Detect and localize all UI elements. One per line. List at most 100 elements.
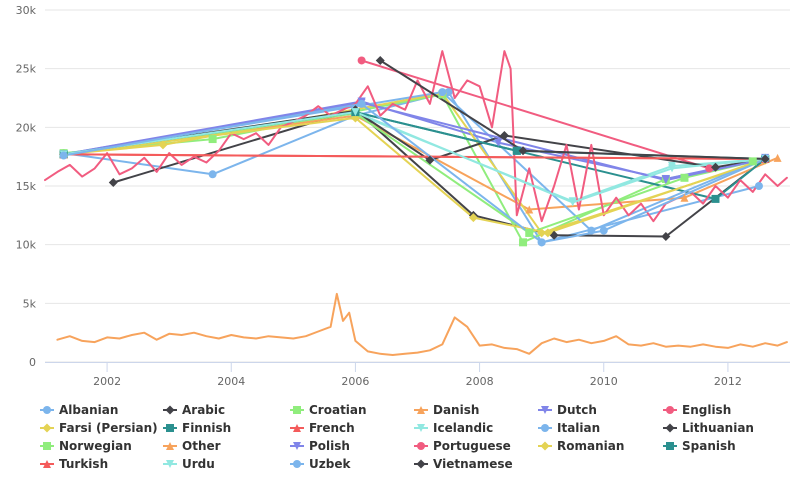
legend-item-dutch[interactable]: Dutch [538,403,597,417]
legend-item-farsi-persian[interactable]: Farsi (Persian) [40,421,158,435]
legend-item-french[interactable]: French [290,421,355,435]
data-point-uzbek[interactable] [537,238,546,247]
legend-item-romanian[interactable]: Romanian [538,439,624,453]
data-point-lithuanian[interactable] [499,131,509,141]
x-tick-label: 2006 [341,375,369,388]
y-tick-label: 30k [16,4,37,17]
data-point-albanian[interactable] [208,170,217,179]
legend-swatch-marker [417,442,425,450]
legend-item-spanish[interactable]: Spanish [663,439,736,453]
legend-item-norwegian[interactable]: Norwegian [40,439,132,453]
x-tick-label: 2002 [93,375,121,388]
y-tick-label: 0 [29,356,36,369]
data-point-danish[interactable] [680,193,689,202]
data-point-arabic[interactable] [661,231,671,241]
legend-swatch-marker [541,406,549,414]
series-line-albanian[interactable] [62,91,760,244]
legend-item-danish[interactable]: Danish [414,403,479,417]
legend-swatch-marker [541,424,549,432]
data-point-norwegian[interactable] [680,173,689,182]
legend: Albanian Arabic Croatian Danish Dutch English… [40,403,754,471]
series-line-other[interactable] [56,292,788,356]
data-point-danish[interactable] [773,153,782,162]
data-point-croatian[interactable] [208,135,217,144]
legend-item-vietnamese[interactable]: Vietnamese [414,457,513,471]
legend-swatch-marker [416,459,426,469]
legend-label: French [309,421,355,435]
legend-item-polish[interactable]: Polish [290,439,350,453]
data-point-italian[interactable] [587,226,596,235]
series-line-turkish[interactable] [62,153,767,160]
legend-label: Polish [309,439,350,453]
axes: 0 5k 10k 15k 20k 25k 30k 2002 2004 2006 2008 2010 20… [16,4,790,388]
legend-label: Albanian [59,403,118,417]
data-point-albanian[interactable] [754,182,763,190]
legend-label: Dutch [557,403,597,417]
legend-item-croatian[interactable]: Croatian [290,403,367,417]
data-point-croatian[interactable] [748,157,757,166]
x-tick-label: 2008 [466,375,494,388]
legend-label: Romanian [557,439,624,453]
legend-item-urdu[interactable]: Urdu [163,457,215,471]
data-point-vietnamese[interactable] [518,146,528,156]
data-point-urdu[interactable] [351,108,360,117]
legend-label: Finnish [182,421,231,435]
legend-label: English [682,403,731,417]
data-point-albanian[interactable] [444,88,453,97]
series-line-english[interactable] [360,59,711,170]
data-point-romanian[interactable] [350,113,360,123]
x-tick-label: 2010 [590,375,618,388]
legend-item-icelandic[interactable]: Icelandic [414,421,493,435]
series-line-vietnamese[interactable] [379,59,767,160]
legend-item-arabic[interactable]: Arabic [163,403,225,417]
y-tick-label: 25k [16,63,37,76]
series-markers [59,55,782,247]
legend-label: Urdu [182,457,215,471]
data-point-romanian[interactable] [543,228,553,238]
data-point-urdu[interactable] [668,164,677,173]
data-point-norwegian[interactable] [525,228,534,237]
legend-item-finnish[interactable]: Finnish [163,421,231,435]
data-point-vietnamese[interactable] [375,55,385,65]
data-point-finnish[interactable] [711,194,720,203]
data-point-arabic[interactable] [108,177,118,187]
legend-swatch-marker [43,442,51,450]
data-point-urdu[interactable] [568,198,577,207]
legend-item-lithuanian[interactable]: Lithuanian [663,421,754,435]
legend-label: Italian [557,421,600,435]
data-point-english[interactable] [705,164,714,173]
data-point-croatian[interactable] [519,238,528,247]
data-point-polish[interactable] [661,176,670,185]
legend-item-uzbek[interactable]: Uzbek [290,457,351,471]
legend-swatch-marker [293,460,301,468]
legend-label: Norwegian [59,439,132,453]
data-point-vietnamese[interactable] [760,154,770,164]
legend-swatch-marker [165,405,175,415]
legend-swatch-marker [666,406,674,414]
data-point-uzbek[interactable] [59,151,68,160]
data-point-spanish[interactable] [512,146,521,155]
data-point-lithuanian[interactable] [711,162,720,172]
data-point-romanian[interactable] [468,213,478,223]
data-point-uzbek[interactable] [599,226,608,235]
legend-item-italian[interactable]: Italian [538,421,600,435]
legend-item-other[interactable]: Other [163,439,221,453]
data-point-lithuanian[interactable] [425,155,435,165]
legend-swatch-marker [417,406,425,414]
data-point-farsi-persian[interactable] [158,140,168,150]
legend-item-portuguese[interactable]: Portuguese [414,439,511,453]
legend-swatch-marker [166,424,174,432]
data-point-english[interactable] [357,56,366,65]
data-point-uzbek[interactable] [357,99,366,108]
legend-label: Farsi (Persian) [59,421,158,435]
legend-item-turkish[interactable]: Turkish [40,457,108,471]
gridlines [45,9,790,363]
legend-label: Arabic [182,403,225,417]
legend-item-albanian[interactable]: Albanian [40,403,118,417]
legend-label: Portuguese [433,439,511,453]
data-point-farsi-persian[interactable] [537,228,547,238]
data-point-italian[interactable] [438,88,447,97]
legend-item-english[interactable]: English [663,403,731,417]
data-point-dutch[interactable] [494,138,503,147]
data-point-danish[interactable] [525,205,534,214]
